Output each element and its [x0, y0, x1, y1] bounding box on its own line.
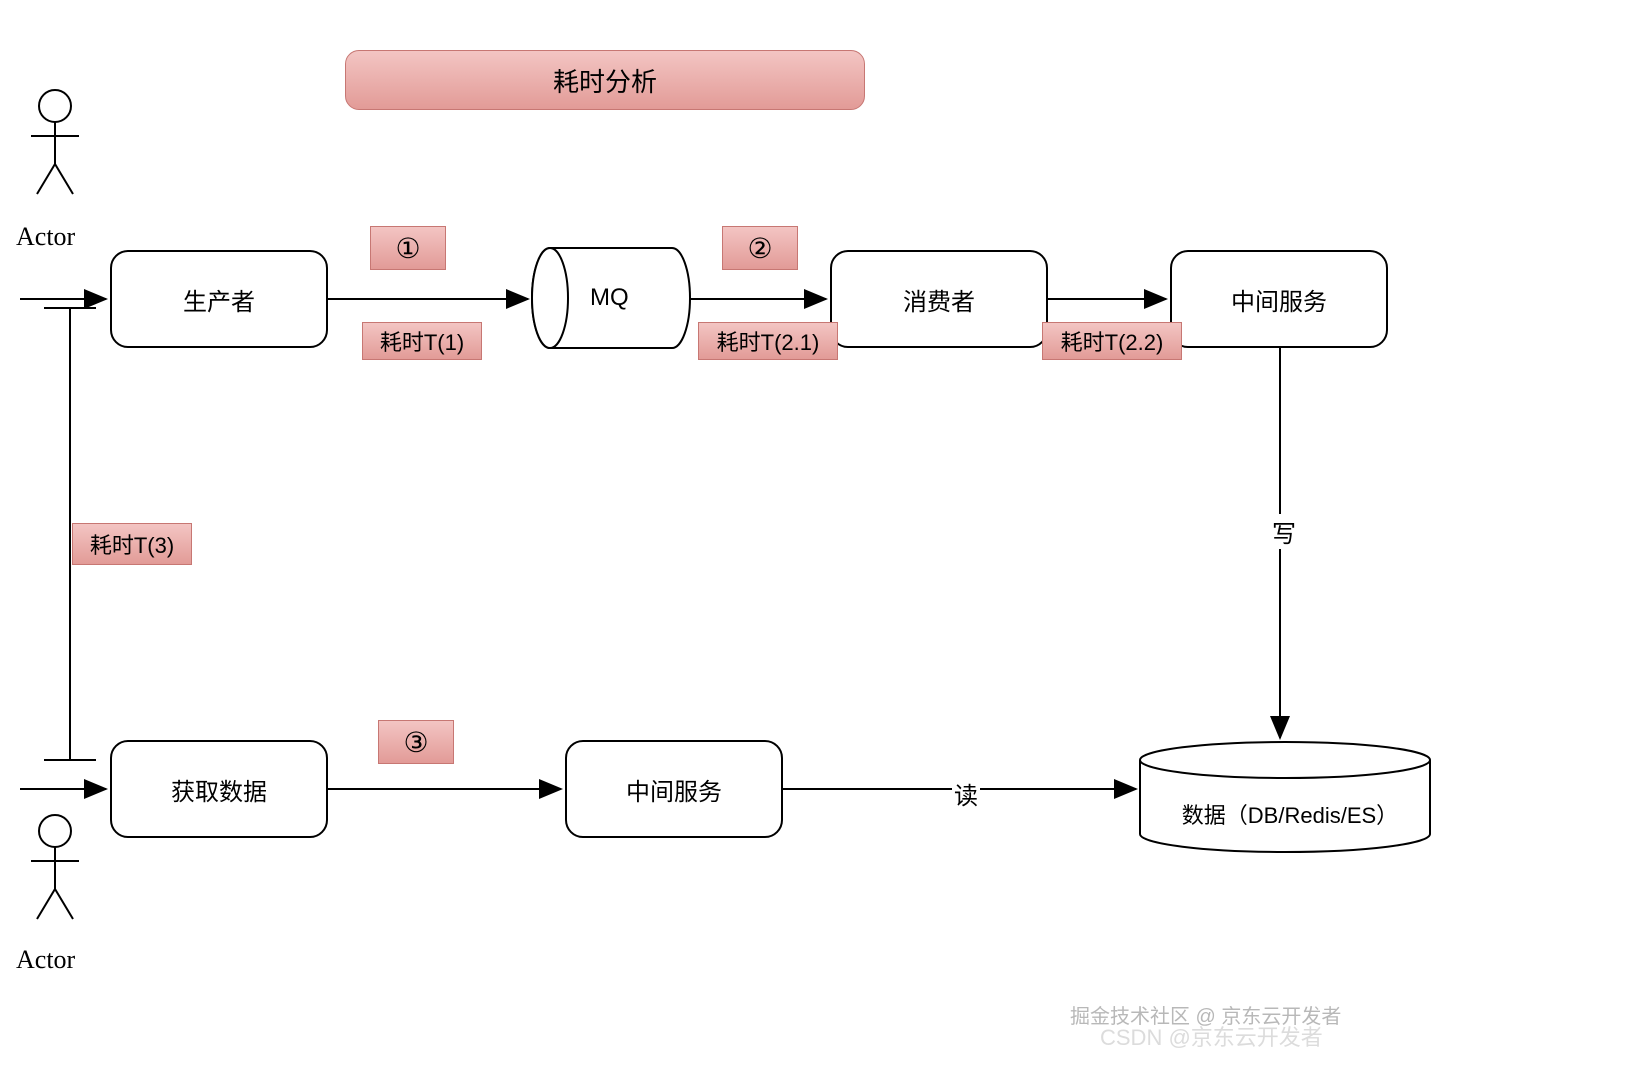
- tag-t1-label: 耗时T(1): [380, 325, 464, 357]
- tag-t1: 耗时T(1): [362, 322, 482, 360]
- node-producer-label: 生产者: [183, 282, 255, 317]
- tag-step1: ①: [370, 226, 446, 270]
- title-box: 耗时分析: [345, 50, 865, 110]
- node-consumer-label: 消费者: [903, 282, 975, 317]
- node-fetch: 获取数据: [110, 740, 328, 838]
- node-mid-top-label: 中间服务: [1231, 282, 1327, 317]
- tag-step3: ③: [378, 720, 454, 764]
- node-mid-bot: 中间服务: [565, 740, 783, 838]
- tag-t3-label: 耗时T(3): [90, 528, 174, 560]
- actor-top-label: Actor: [16, 222, 75, 252]
- tag-step1-label: ①: [395, 232, 420, 265]
- tag-t22: 耗时T(2.2): [1042, 322, 1182, 360]
- node-consumer: 消费者: [830, 250, 1048, 348]
- actor-bottom-label: Actor: [16, 945, 75, 975]
- tag-t3: 耗时T(3): [72, 523, 192, 565]
- title-label: 耗时分析: [553, 62, 657, 99]
- node-db-label: 数据（DB/Redis/ES）: [1158, 798, 1422, 830]
- tag-t21-label: 耗时T(2.1): [717, 325, 820, 357]
- tag-step3-label: ③: [403, 726, 428, 759]
- label-write: 写: [1270, 514, 1298, 549]
- tag-step2-label: ②: [747, 232, 772, 265]
- tag-step2: ②: [722, 226, 798, 270]
- diagram-svg: [0, 0, 1648, 1068]
- watermark-faint: CSDN @京东云开发者: [1100, 1020, 1323, 1052]
- tag-t21: 耗时T(2.1): [698, 322, 838, 360]
- label-read: 读: [952, 776, 980, 811]
- node-fetch-label: 获取数据: [171, 772, 267, 807]
- node-mq-label: MQ: [588, 284, 631, 312]
- node-mid-bot-label: 中间服务: [626, 772, 722, 807]
- node-producer: 生产者: [110, 250, 328, 348]
- node-mid-top: 中间服务: [1170, 250, 1388, 348]
- tag-t22-label: 耗时T(2.2): [1061, 325, 1164, 357]
